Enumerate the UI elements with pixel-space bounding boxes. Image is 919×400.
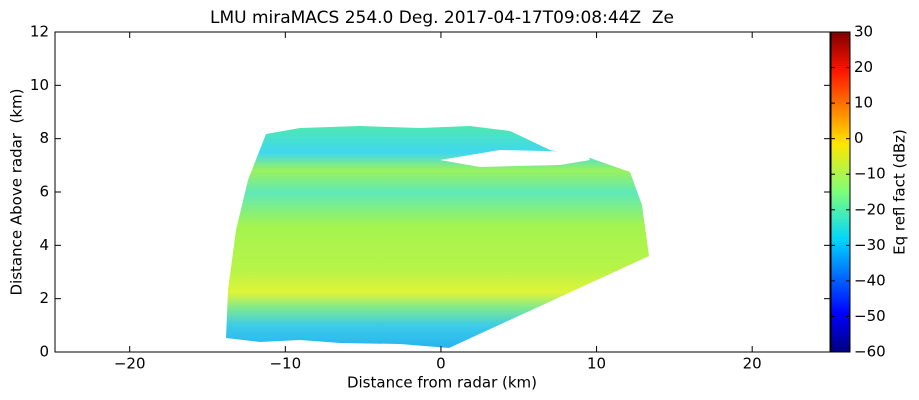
x-tick-label: 10 — [587, 355, 606, 373]
colorbar-tick-label: −20 — [854, 200, 886, 218]
y-tick-label: 2 — [39, 289, 49, 307]
colorbar-tick-label: 30 — [854, 23, 873, 41]
colorbar-tick-label: −60 — [854, 343, 886, 361]
y-tick-label: 12 — [30, 23, 49, 41]
x-axis-label: Distance from radar (km) — [347, 374, 537, 392]
colorbar-tick-label: −40 — [854, 271, 886, 289]
colorbar-label: Eq refl fact (dBz) — [891, 129, 909, 255]
y-tick-label: 4 — [39, 236, 49, 254]
y-tick-label: 10 — [30, 76, 49, 94]
colorbar — [830, 31, 851, 353]
y-tick-label: 8 — [39, 129, 49, 147]
colorbar-tick-label: −50 — [854, 307, 886, 325]
colorbar-tick-label: 20 — [854, 58, 873, 76]
x-tick-label: 0 — [436, 355, 446, 373]
field-gap — [440, 150, 590, 167]
y-tick-label: 6 — [39, 183, 49, 201]
x-tick-label: 20 — [743, 355, 762, 373]
colorbar-tick-label: −10 — [854, 165, 886, 183]
y-axis-label: Distance Above radar (km) — [8, 89, 26, 296]
radar-field — [226, 126, 649, 348]
colorbar-tick-label: 10 — [854, 94, 873, 112]
x-tick-label: −20 — [114, 355, 146, 373]
y-tick-label: 0 — [39, 343, 49, 361]
colorbar-tick-label: −30 — [854, 236, 886, 254]
chart-title: LMU miraMACS 254.0 Deg. 2017-04-17T09:08… — [210, 8, 674, 28]
x-tick-label: −10 — [269, 355, 301, 373]
colorbar-tick-label: 0 — [854, 129, 864, 147]
